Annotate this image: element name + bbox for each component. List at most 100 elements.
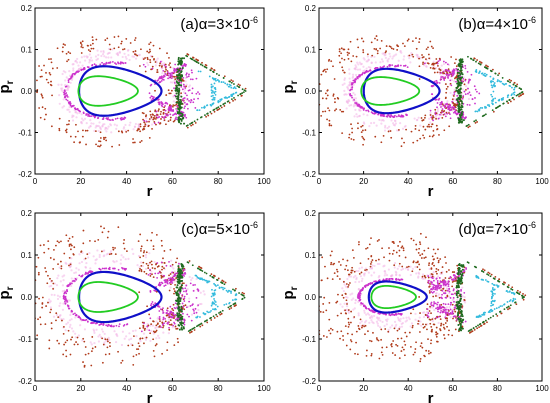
chaotic-point: [73, 246, 76, 249]
magenta-point: [117, 268, 120, 271]
chaotic-point: [374, 135, 377, 138]
separatrix-point: [496, 106, 499, 109]
separatrix-point: [459, 106, 462, 109]
magenta-point: [390, 114, 392, 116]
separatrix-point: [178, 312, 181, 315]
chaotic-point: [175, 103, 178, 106]
magenta-point: [109, 119, 112, 122]
halo-point: [139, 340, 142, 343]
halo-point: [357, 269, 360, 273]
chaotic-point: [358, 272, 361, 275]
halo-point: [383, 129, 387, 132]
chaotic-point: [223, 105, 226, 107]
island-point: [210, 89, 213, 91]
halo-point: [432, 271, 435, 274]
magenta-point: [164, 112, 167, 115]
chaotic-point: [328, 329, 330, 332]
chaotic-point: [410, 237, 413, 240]
chaotic-point: [80, 250, 83, 253]
chaotic-point: [155, 234, 158, 236]
chaotic-point: [372, 331, 374, 334]
separatrix-point: [498, 105, 501, 107]
magenta-point: [163, 64, 166, 67]
island-point: [223, 304, 226, 306]
chaotic-point: [314, 104, 316, 106]
magenta-point: [78, 274, 81, 277]
magenta-point: [176, 105, 179, 108]
magenta-point: [153, 96, 155, 99]
chaotic-point: [419, 232, 422, 235]
magenta-point: [188, 73, 190, 76]
magenta-point: [378, 279, 381, 282]
chaotic-point: [165, 68, 167, 71]
chaotic-point: [444, 289, 447, 292]
separatrix-point: [178, 318, 181, 321]
x-tick-label: 20: [76, 177, 85, 186]
magenta-point: [449, 301, 452, 304]
island-point: [511, 93, 513, 96]
chaotic-point: [350, 310, 352, 313]
chaotic-point: [350, 60, 353, 63]
halo-point: [97, 340, 101, 343]
chaotic-point: [336, 270, 339, 273]
chaotic-point: [156, 323, 159, 325]
chaotic-point: [362, 129, 364, 132]
magenta-point: [163, 75, 166, 78]
magenta-point: [453, 108, 456, 111]
chaotic-point: [127, 129, 130, 132]
separatrix-point: [178, 300, 181, 303]
magenta-point: [172, 109, 175, 111]
halo-point: [87, 126, 91, 129]
halo-point: [103, 341, 106, 344]
chaotic-point: [239, 84, 241, 87]
halo-point: [132, 128, 135, 131]
chaotic-point: [205, 64, 208, 67]
magenta-point: [436, 287, 439, 289]
halo-point: [395, 273, 398, 276]
island-point: [474, 70, 477, 73]
magenta-point: [166, 309, 168, 312]
magenta-point: [66, 94, 69, 97]
magenta-point: [180, 85, 183, 88]
separatrix-point: [177, 265, 180, 268]
chaotic-point: [446, 85, 449, 88]
magenta-point: [185, 116, 188, 119]
separatrix-point: [176, 112, 179, 115]
magenta-point: [154, 302, 157, 305]
island-point: [212, 102, 215, 105]
chaotic-point: [169, 283, 172, 286]
chaotic-point: [99, 140, 102, 143]
chaotic-point: [403, 340, 406, 343]
separatrix-point: [484, 113, 487, 116]
island-point: [206, 104, 209, 107]
chaotic-point: [160, 277, 163, 279]
chaotic-point: [428, 291, 431, 294]
chaotic-point: [143, 250, 146, 252]
chaotic-point: [139, 123, 142, 126]
chaotic-point: [157, 110, 160, 112]
halo-point: [363, 58, 366, 61]
halo-point: [65, 76, 68, 79]
magenta-point: [376, 66, 379, 69]
chaotic-point: [169, 116, 172, 119]
magenta-point: [448, 290, 451, 293]
magenta-point: [399, 64, 402, 67]
x-tick-label: 100: [535, 177, 549, 186]
halo-point: [202, 290, 205, 293]
magenta-point: [372, 112, 374, 115]
halo-point: [62, 98, 65, 101]
chaotic-point: [364, 129, 367, 131]
chaotic-point: [145, 114, 148, 116]
island-point: [226, 83, 229, 86]
chaotic-point: [348, 136, 350, 139]
island-point: [206, 281, 209, 284]
halo-point: [66, 88, 69, 92]
chaotic-point: [210, 112, 213, 115]
magenta-point: [452, 296, 455, 299]
chaotic-point: [122, 242, 125, 245]
magenta-point: [395, 278, 398, 281]
chaotic-point: [352, 256, 355, 259]
chaotic-point: [336, 275, 339, 278]
chaotic-point: [168, 92, 171, 95]
halo-point: [128, 124, 131, 127]
